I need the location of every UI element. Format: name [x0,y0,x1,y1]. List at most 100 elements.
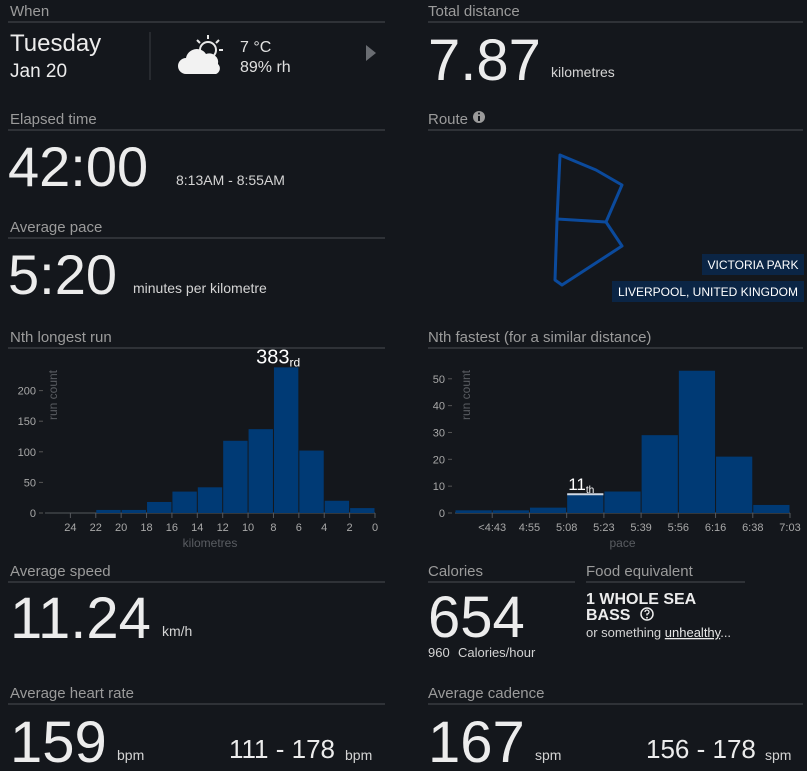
x-tick-label: 4:55 [519,522,540,534]
x-tick-label: 8 [270,522,276,534]
bar [96,509,121,513]
panel-title: Average pace [10,219,102,236]
cadence-range-unit: spm [765,747,791,763]
date: Jan 20 [10,61,67,82]
day: Tuesday [10,30,101,57]
y-tick-label: 0 [30,508,36,520]
x-tick-label: 5:23 [593,522,614,534]
humidity: 89% rh [240,59,291,76]
panel-title: Average speed [10,563,111,580]
calories-rate: 960 [428,645,450,660]
panel-title: Nth fastest (for a similar distance) [428,329,651,346]
place-label: LIVERPOOL, UNITED KINGDOM [618,285,798,299]
cadence-value: 167 [428,710,525,771]
x-tick-label: 2 [347,522,353,534]
x-tick-label: 7:03 [779,522,800,534]
heart-rate-range: 111 - 178 [229,734,335,764]
x-tick-label: 4 [321,522,327,534]
bar [273,367,299,513]
bar [299,450,324,513]
x-tick-label: 6 [296,522,302,534]
rank-suffix: rd [290,355,301,369]
panel-title: Calories [428,563,483,580]
panel-title: Average cadence [428,685,544,702]
x-tick-label: 5:08 [556,522,577,534]
rank-suffix: th [586,485,595,496]
bar [350,508,375,513]
bar [172,491,197,513]
cadence-unit: spm [535,747,561,763]
y-tick-label: 150 [18,416,36,428]
y-tick-label: 30 [433,427,445,439]
panel-title: Elapsed time [10,111,97,128]
y-axis-label: run count [46,369,60,420]
bar [455,510,492,513]
panel-title: Food equivalent [586,563,694,580]
distance-value: 7.87 [428,28,541,93]
elapsed-value: 42:00 [8,135,148,198]
bar [324,500,350,513]
food-link[interactable]: unhealthy [665,625,722,640]
food-note: or something unhealthy... [586,625,731,640]
bar [197,487,223,513]
x-axis-label: kilometres [183,536,238,550]
x-tick-label: 6:16 [705,522,726,534]
y-tick-label: 40 [433,401,445,413]
bar [604,491,641,513]
y-tick-label: 20 [433,454,445,466]
cadence-range: 156 - 178 [646,734,756,764]
x-tick-label: 24 [64,522,76,534]
panel-title: Total distance [428,3,520,20]
heart-rate-value: 159 [10,710,107,771]
help-icon[interactable] [640,607,654,621]
place-label: VICTORIA PARK [708,258,799,272]
speed-unit: km/h [162,623,192,639]
bar [529,507,567,513]
bar [716,456,753,513]
bar [492,510,529,513]
heart-rate-range-unit: bpm [345,747,372,763]
y-tick-label: 50 [24,477,36,489]
place-badge [702,254,804,275]
panel-title: Average heart rate [10,685,134,702]
y-tick-label: 200 [18,386,36,398]
y-tick-label: 100 [18,447,36,459]
route-path [553,153,624,287]
panel-title: Nth longest run [10,329,112,346]
y-tick-label: 50 [433,374,445,386]
bar [567,494,604,513]
rank: 383 [256,346,289,368]
x-tick-label: 5:56 [668,522,689,534]
next-arrow[interactable] [366,45,376,61]
rank: 11 [568,475,586,494]
rank-annotation: 383rd [256,346,300,369]
bar [248,429,273,513]
bar [223,440,248,513]
heart-rate-unit: bpm [117,747,144,763]
food-prefix: or something [586,625,661,640]
y-tick-label: 10 [433,481,445,493]
x-tick-label: 18 [140,522,152,534]
distance-unit: kilometres [551,64,615,80]
x-tick-label: 10 [242,522,254,534]
food-suffix: ... [720,625,731,640]
bar [678,370,716,513]
panel-title: Route [428,111,468,128]
rank-annotation: 11th [568,475,594,496]
x-tick-label: 16 [166,522,178,534]
x-tick-label: 12 [217,522,229,534]
x-tick-label: 14 [191,522,203,534]
place-badge [612,281,804,302]
weather-icon [178,35,223,74]
pace-unit: minutes per kilometre [133,280,267,296]
calories-value: 654 [428,585,525,650]
food-name: 1 WHOLE SEA [586,591,697,608]
bar [121,509,147,513]
time-range: 8:13AM - 8:55AM [176,172,285,188]
speed-value: 11.24 [10,586,151,651]
temperature: 7 °C [240,39,271,56]
bar [641,435,678,513]
y-tick-label: 0 [439,508,445,520]
